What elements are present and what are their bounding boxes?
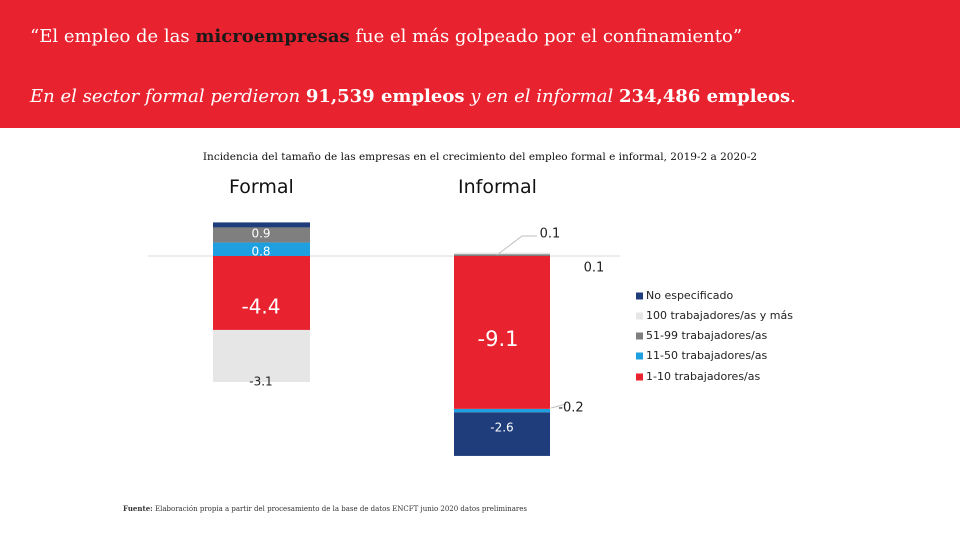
bar-formal-51-99 xyxy=(213,227,310,243)
data-label-formal-1-10: -4.4 xyxy=(241,295,280,319)
legend-label-100-mas: 100 trabajadores/as y más xyxy=(646,309,793,322)
leader-line-informal-100-mas xyxy=(496,235,537,256)
legend-label-51-99: 51-99 trabajadores/as xyxy=(646,329,767,342)
data-label-formal-11-50: 0.8 xyxy=(251,245,270,259)
headline: “El empleo de las microempresas fue el m… xyxy=(30,26,743,47)
category-label-informal: Informal xyxy=(458,176,537,198)
leader-line-informal-11-50 xyxy=(550,403,567,409)
legend-label-1-10: 1-10 trabajadores/as xyxy=(646,370,760,383)
data-label-informal-1-10: -9.1 xyxy=(478,327,519,351)
legend-label-11-50: 11-50 trabajadores/as xyxy=(646,349,767,362)
bar-informal-11-50 xyxy=(454,408,550,413)
bar-formal-no-especificado xyxy=(213,222,310,228)
subheadline: En el sector formal perdieron 91,539 emp… xyxy=(30,86,796,107)
data-label-formal-51-99: 0.9 xyxy=(251,227,270,241)
bar-informal-51-99 xyxy=(454,254,550,256)
data-label-formal-100-mas: -3.1 xyxy=(249,375,272,389)
source-note: Fuente: Elaboración propia a partir del … xyxy=(123,504,528,513)
legend-swatch-11-50 xyxy=(636,352,643,360)
data-label-informal-11-50: -0.2 xyxy=(558,401,583,416)
bar-formal-1-10 xyxy=(213,256,310,330)
data-label-informal-51-99: 0.1 xyxy=(584,261,605,276)
bar-formal-100-mas xyxy=(213,329,310,382)
bar-informal-1-10 xyxy=(454,256,550,409)
bar-formal-11-50 xyxy=(213,242,310,256)
legend-swatch-51-99 xyxy=(636,332,643,340)
legend-label-no-especificado: No especificado xyxy=(646,289,734,302)
data-label-informal-100-mas: 0.1 xyxy=(540,227,561,242)
legend-swatch-1-10 xyxy=(636,373,643,381)
header-banner xyxy=(0,0,960,128)
bar-informal-no-especificado xyxy=(454,412,550,456)
data-label-informal-no-especificado: -2.6 xyxy=(490,421,513,435)
legend-swatch-100-mas xyxy=(636,312,643,320)
legend-swatch-no-especificado xyxy=(636,292,643,300)
category-label-formal: Formal xyxy=(229,176,294,198)
bar-informal-100-mas xyxy=(454,252,550,255)
data-label-formal-no-especificado: 0.3 xyxy=(252,211,270,224)
chart-title: Incidencia del tamaño de las empresas en… xyxy=(202,151,758,163)
